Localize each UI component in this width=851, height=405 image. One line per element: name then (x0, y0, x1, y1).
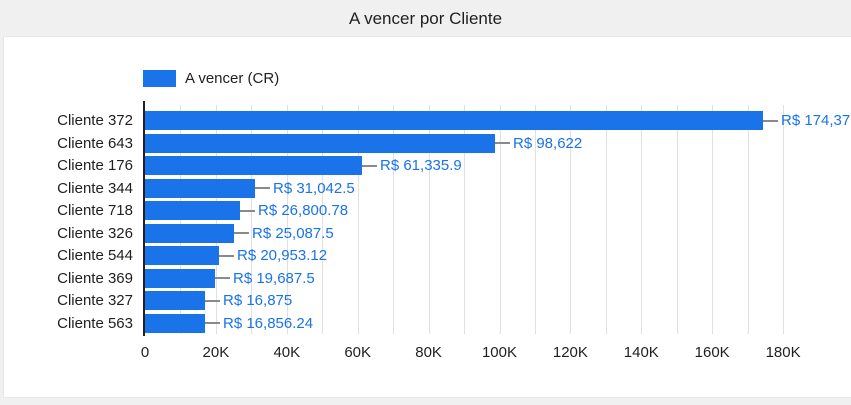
grid-line (712, 105, 714, 334)
category-label: Cliente 369 (57, 269, 133, 287)
x-tick-label: 120K (552, 344, 588, 361)
bar[interactable] (145, 313, 205, 333)
grid-line (251, 105, 253, 334)
x-tick-label: 60K (344, 344, 372, 361)
grid-line (428, 105, 430, 334)
grid-line (676, 105, 678, 334)
category-label: Cliente 563 (57, 314, 133, 332)
x-axis-line (143, 101, 145, 336)
value-annotation: R$ 174,37 (763, 111, 850, 130)
x-tick-label: 180K (765, 344, 801, 361)
category-label: Cliente 372 (57, 112, 133, 129)
grid-line (641, 105, 643, 334)
grid-line (322, 105, 324, 334)
value-annotation: R$ 16,856.24 (205, 314, 313, 333)
grid-line (393, 105, 395, 334)
value-leader-line (362, 164, 377, 167)
category-label: Cliente 326 (57, 224, 133, 242)
value-annotation: R$ 25,087.5 (234, 224, 334, 243)
value-label: R$ 20,953.12 (237, 247, 328, 265)
x-tick-label: 40K (273, 344, 301, 361)
value-leader-line (763, 119, 778, 122)
grid-line (286, 105, 288, 334)
bar[interactable] (145, 133, 495, 153)
bar[interactable] (145, 178, 255, 198)
value-annotation: R$ 16,875 (205, 291, 292, 310)
grid-line (535, 105, 536, 334)
grid-line (783, 105, 785, 334)
value-annotation: R$ 19,687.5 (215, 269, 315, 288)
bar[interactable] (145, 291, 205, 311)
x-tick-label: 140K (623, 344, 659, 361)
bar[interactable] (145, 268, 215, 288)
grid-line (464, 105, 466, 334)
value-annotation: R$ 26,800.78 (240, 201, 348, 220)
x-tick-label: 20K (202, 344, 230, 361)
x-tick-label: 80K (415, 344, 442, 361)
category-label: Cliente 643 (57, 134, 133, 152)
x-tick-label: 160K (694, 344, 730, 361)
value-label: R$ 31,042.5 (273, 179, 355, 197)
x-tick-label: 100K (481, 344, 518, 361)
value-label: R$ 16,856.24 (223, 314, 314, 332)
bar[interactable] (145, 111, 763, 130)
value-annotation: R$ 20,953.12 (219, 246, 327, 265)
bar[interactable] (145, 223, 234, 243)
value-label: R$ 16,875 (223, 292, 293, 310)
value-leader-line (495, 142, 510, 145)
value-annotation: R$ 98,622 (495, 134, 582, 153)
value-label: R$ 26,800.78 (258, 202, 349, 220)
bar[interactable] (145, 201, 240, 221)
value-leader-line (255, 187, 270, 190)
value-leader-line (234, 232, 249, 235)
value-annotation: R$ 61,335.9 (362, 156, 462, 175)
value-annotation: R$ 31,042.5 (255, 179, 355, 198)
value-label: R$ 25,087.5 (252, 224, 334, 242)
category-label: Cliente 327 (57, 292, 133, 310)
bar[interactable] (145, 156, 362, 176)
legend-swatch (143, 70, 176, 87)
value-leader-line (219, 254, 234, 257)
value-leader-line (205, 299, 220, 302)
value-label: R$ 19,687.5 (233, 269, 315, 287)
grid-line (605, 105, 607, 334)
legend[interactable]: A vencer (CR) (143, 70, 279, 87)
category-label: Cliente 344 (57, 179, 133, 197)
value-label: R$ 61,335.9 (380, 157, 462, 175)
value-leader-line (205, 322, 220, 325)
value-leader-line (215, 277, 230, 280)
value-leader-line (240, 209, 255, 212)
chart-card: A vencer (CR) Cliente 372 R$ 174,37 Client… (3, 36, 851, 398)
legend-label: A vencer (CR) (185, 70, 280, 87)
category-label: Cliente 176 (57, 157, 133, 175)
x-tick-label: 0 (140, 344, 150, 361)
grid-line (499, 105, 501, 334)
page-title: A vencer por Cliente (348, 9, 503, 28)
value-label: R$ 174,37 (781, 112, 851, 129)
grid-line (570, 105, 572, 334)
grid-line (747, 105, 749, 334)
category-label: Cliente 718 (57, 202, 133, 220)
category-label: Cliente 544 (57, 247, 133, 265)
bar[interactable] (145, 246, 219, 266)
grid-line (357, 105, 359, 334)
value-label: R$ 98,622 (513, 134, 583, 152)
